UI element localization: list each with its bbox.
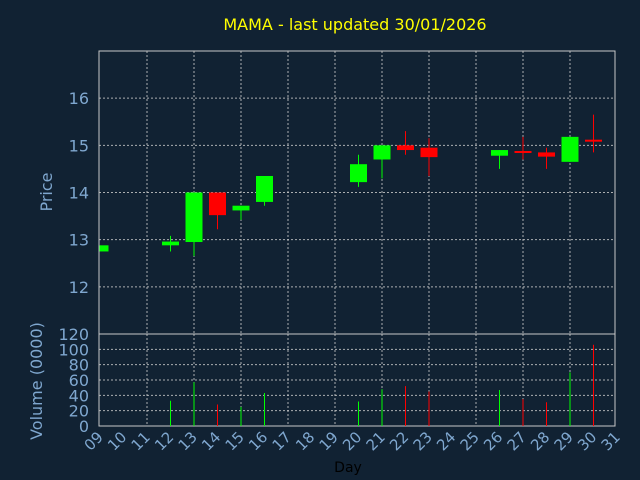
candle-body — [585, 139, 602, 142]
volume-tick-label: 60 — [69, 371, 89, 390]
volume-tick-label: 40 — [69, 386, 89, 405]
candle-body — [256, 175, 273, 202]
candle-body — [232, 205, 250, 211]
candle-body — [100, 245, 109, 252]
candle-body — [185, 192, 203, 243]
candles — [99, 114, 602, 257]
candle-body — [162, 241, 179, 246]
volume-tick-label: 120 — [58, 325, 89, 344]
volume-plot-frame — [98, 333, 616, 427]
volume-bars — [170, 344, 594, 426]
candle-body — [373, 145, 391, 160]
price-y-ticks: 12 13 14 15 16 — [69, 89, 89, 297]
candle-body — [491, 150, 508, 156]
price-tick-label: 16 — [69, 89, 89, 108]
price-tick-label: 13 — [69, 231, 89, 250]
volume-tick-label: 0 — [79, 417, 89, 436]
chart-title: MAMA - last updated 30/01/2026 — [223, 15, 486, 34]
price-tick-label: 14 — [69, 184, 89, 203]
candle-body — [514, 150, 532, 153]
volume-tick-label: 100 — [58, 340, 89, 359]
volume-axis-title: Volume (0000) — [27, 322, 46, 440]
candle-body — [209, 192, 226, 216]
candle-body — [350, 164, 367, 183]
volume-tick-label: 20 — [69, 402, 89, 421]
x-axis-title: Day — [334, 460, 362, 476]
candle-body — [397, 145, 414, 151]
candle-body — [561, 136, 579, 162]
price-tick-label: 12 — [69, 278, 89, 297]
volume-tick-label: 80 — [69, 356, 89, 375]
x-ticks: 0910111213141516171819202122232425262728… — [81, 428, 624, 454]
price-axis-title: Price — [37, 172, 56, 211]
candle-body — [420, 147, 438, 158]
candle-body — [538, 152, 555, 157]
price-grid — [99, 51, 615, 334]
price-tick-label: 15 — [69, 136, 89, 155]
